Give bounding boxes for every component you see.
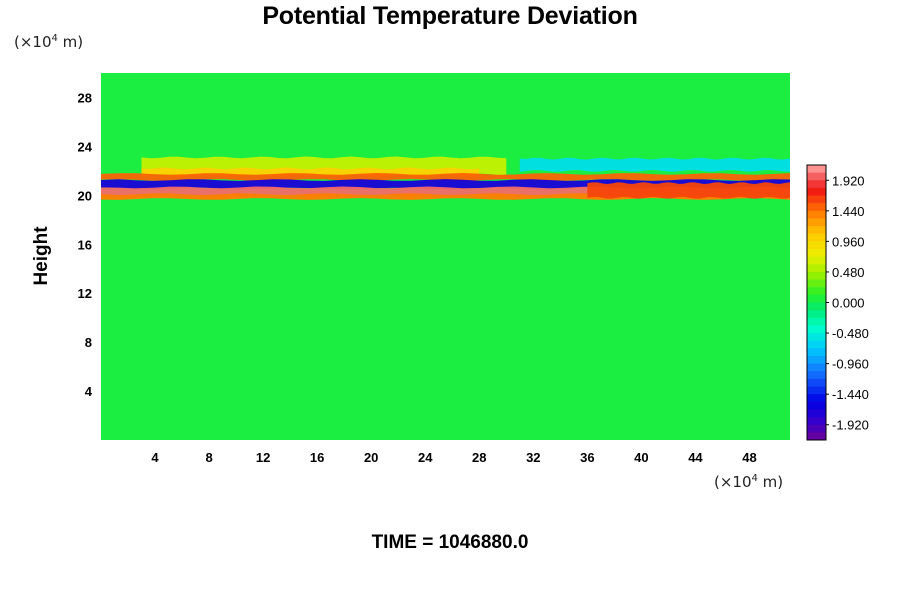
y-tick-label: 24 — [78, 139, 93, 154]
colorbar-tick-label: 0.480 — [832, 265, 865, 280]
colorbar-segment — [807, 233, 826, 242]
heatmap-band-6 — [101, 193, 790, 200]
x-tick-label: 24 — [418, 450, 433, 465]
x-axis-unit: (×104 m) — [714, 473, 784, 491]
colorbar: 1.920 1.440 0.960 0.480 0.000 -0.480 -0.960 -1.… — [806, 164, 869, 441]
colorbar-tick-label: -1.920 — [832, 418, 869, 433]
colorbar-segment — [807, 165, 826, 174]
chart-title: Potential Temperature Deviation — [262, 2, 638, 30]
colorbar-tick-label: 1.440 — [832, 204, 865, 219]
y-tick-label: 12 — [78, 286, 92, 301]
data-layer — [101, 156, 790, 200]
x-tick-label: 28 — [472, 450, 486, 465]
colorbar-segment — [807, 340, 826, 349]
x-tick-label: 40 — [634, 450, 648, 465]
colorbar-segment — [807, 271, 826, 280]
heatmap-band-8 — [587, 182, 790, 199]
x-tick-label: 12 — [256, 450, 270, 465]
y-tick-label: 20 — [78, 188, 92, 203]
colorbar-segment — [807, 256, 826, 265]
colorbar-segment — [807, 195, 826, 204]
plot-area — [101, 73, 790, 440]
colorbar-segment — [807, 401, 826, 410]
time-footer: TIME = 1046880.0 — [371, 532, 529, 553]
colorbar-tick-label: -0.480 — [832, 326, 869, 341]
y-tick-label: 8 — [85, 335, 92, 350]
x-tick-label: 48 — [742, 450, 756, 465]
x-tick-label: 4 — [151, 450, 159, 465]
y-tick-label: 16 — [78, 237, 92, 252]
colorbar-segment — [807, 348, 826, 357]
colorbar-segment — [807, 226, 826, 235]
y-tick-label: 28 — [78, 90, 92, 105]
colorbar-segment — [807, 424, 826, 433]
colorbar-segment — [807, 187, 826, 196]
colorbar-segment — [807, 218, 826, 227]
x-tick-label: 32 — [526, 450, 540, 465]
colorbar-segment — [807, 378, 826, 387]
colorbar-segment — [807, 317, 826, 326]
colorbar-segment — [807, 302, 826, 311]
colorbar-segment — [807, 386, 826, 395]
colorbar-segment — [807, 172, 826, 181]
colorbar-segment — [807, 210, 826, 219]
colorbar-segment — [807, 203, 826, 212]
colorbar-tick-label: 0.000 — [832, 296, 865, 311]
heatmap-band-3 — [101, 173, 790, 181]
x-tick-label: 36 — [580, 450, 594, 465]
colorbar-segment — [807, 294, 826, 303]
colorbar-segment — [807, 279, 826, 288]
y-axis-unit: (×104 m) — [14, 33, 84, 51]
colorbar-segment — [807, 417, 826, 426]
colorbar-tick-label: 1.920 — [832, 173, 865, 188]
x-tick-label: 16 — [310, 450, 324, 465]
y-axis: 4 8 12 16 20 24 28 — [78, 90, 93, 399]
colorbar-segment — [807, 409, 826, 418]
colorbar-segment — [807, 355, 826, 365]
x-tick-label: 20 — [364, 450, 378, 465]
colorbar-segment — [807, 310, 826, 319]
x-tick-label: 44 — [688, 450, 703, 465]
colorbar-segment — [807, 264, 826, 273]
colorbar-tick-label: -0.960 — [832, 357, 869, 372]
heatmap-background — [101, 73, 790, 440]
x-tick-label: 8 — [205, 450, 212, 465]
colorbar-segment — [807, 180, 826, 189]
colorbar-tick-label: -1.440 — [832, 387, 869, 402]
colorbar-segment — [807, 241, 826, 250]
colorbar-segment — [807, 249, 826, 258]
colorbar-segment — [807, 371, 826, 380]
colorbar-tick-label: 0.960 — [832, 234, 865, 249]
colorbar-segment — [807, 363, 826, 372]
x-axis: 4 8 12 16 20 24 28 32 36 40 44 48 — [151, 450, 756, 465]
colorbar-segment — [807, 325, 826, 334]
colorbar-segment — [807, 394, 826, 403]
colorbar-segment — [807, 333, 826, 342]
y-tick-label: 4 — [85, 384, 93, 399]
colorbar-segment — [807, 287, 826, 296]
heatmap-band-7 — [519, 157, 790, 172]
colorbar-segment — [807, 432, 826, 441]
